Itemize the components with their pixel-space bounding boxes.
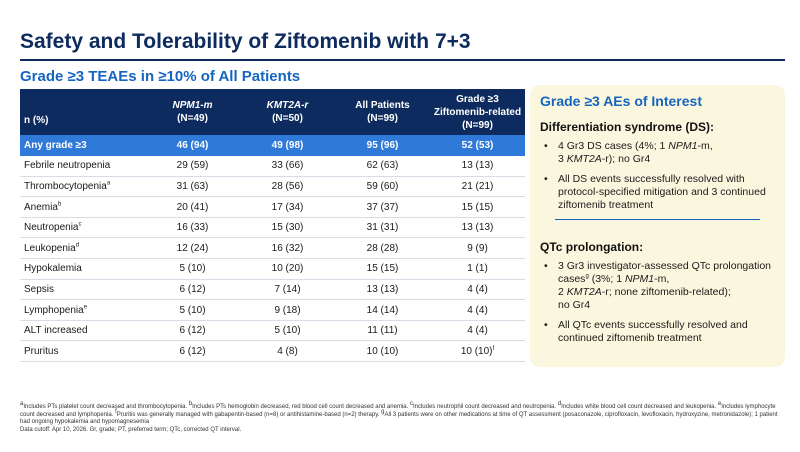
cell-all: 62 (63) <box>335 155 430 177</box>
cell-ae: Neutropeniac <box>20 217 145 239</box>
cell-npm1: 6 (12) <box>145 320 240 342</box>
ds-bullet-2: All DS events successfully resolved with… <box>540 173 775 212</box>
cell-kmt2a: 10 (20) <box>240 258 335 280</box>
table-row: Leukopeniad 12 (24) 16 (32) 28 (28) 9 (9) <box>20 237 525 260</box>
cell-kmt2a: 7 (14) <box>240 279 335 301</box>
cell-all: 59 (60) <box>335 176 430 198</box>
teae-table: n (%) NPM1-m (N=49) KMT2A-r (N=50) All Pat… <box>20 89 525 363</box>
cell-npm1: 31 (63) <box>145 176 240 198</box>
cell-ae: Anemiab <box>20 196 145 218</box>
header-npm1: NPM1-m (N=49) <box>145 89 240 135</box>
table-row: ALT increased 6 (12) 5 (10) 11 (11) 4 (4) <box>20 320 525 342</box>
footnote-line-1: aIncludes PTs platelet count decreased a… <box>20 401 778 426</box>
footnote-line-2: Data cutoff: Apr 10, 2026. Gr, grade; PT… <box>20 426 242 433</box>
table-row: Sepsis 6 (12) 7 (14) 13 (13) 4 (4) <box>20 279 525 301</box>
cell-related: 4 (4) <box>430 320 525 342</box>
cell-all: 13 (13) <box>335 279 430 301</box>
cell-kmt2a: 49 (98) <box>240 135 335 156</box>
cell-related: 52 (53) <box>430 135 525 156</box>
cell-all: 14 (14) <box>335 299 430 321</box>
cell-npm1: 16 (33) <box>145 217 240 239</box>
qtc-bullet-2: All QTc events successfully resolved and… <box>540 319 775 345</box>
cell-kmt2a: 33 (66) <box>240 155 335 177</box>
cell-ae: ALT increased <box>20 320 145 342</box>
cell-kmt2a: 15 (30) <box>240 217 335 239</box>
table-row: Hypokalemia 5 (10) 10 (20) 15 (15) 1 (1) <box>20 258 525 280</box>
table-row: Neutropeniac 16 (33) 15 (30) 31 (31) 13 (13) <box>20 217 525 239</box>
ds-heading: Differentiation syndrome (DS): <box>540 120 715 134</box>
cell-related: 4 (4) <box>430 279 525 301</box>
table-row-any-grade: Any grade ≥3 46 (94) 49 (98) 95 (96) 52 (53) <box>20 135 525 156</box>
table-header-row: n (%) NPM1-m (N=49) KMT2A-r (N=50) All Pat… <box>20 89 525 135</box>
cell-all: 31 (31) <box>335 217 430 239</box>
cell-npm1: 6 (12) <box>145 279 240 301</box>
ds-list: 4 Gr3 DS cases (4%; 1 NPM1-m,3 KMT2A-r);… <box>540 140 775 212</box>
cell-related: 21 (21) <box>430 176 525 198</box>
cell-all: 10 (10) <box>335 340 430 363</box>
cell-npm1: 29 (59) <box>145 155 240 177</box>
cell-kmt2a: 17 (34) <box>240 196 335 218</box>
cell-npm1: 5 (10) <box>145 299 240 321</box>
cell-npm1: 6 (12) <box>145 340 240 363</box>
ds-bullet-1: 4 Gr3 DS cases (4%; 1 NPM1-m,3 KMT2A-r);… <box>540 140 775 166</box>
cell-kmt2a: 5 (10) <box>240 320 335 342</box>
cell-all: 37 (37) <box>335 196 430 218</box>
cell-ae: Leukopeniad <box>20 237 145 260</box>
slide-title: Safety and Tolerability of Ziftomenib wi… <box>20 30 471 53</box>
table-subtitle: Grade ≥3 TEAEs in ≥10% of All Patients <box>20 68 301 85</box>
footnotes: aIncludes PTs platelet count decreased a… <box>20 401 780 434</box>
cell-all: 11 (11) <box>335 320 430 342</box>
cell-npm1: 46 (94) <box>145 135 240 156</box>
table-row: Febrile neutropenia 29 (59) 33 (66) 62 (63)… <box>20 155 525 177</box>
cell-ae: Thrombocytopeniaa <box>20 176 145 198</box>
cell-related: 15 (15) <box>430 196 525 218</box>
aoi-divider <box>555 219 760 220</box>
cell-related: 10 (10)f <box>430 340 525 363</box>
cell-related: 4 (4) <box>430 299 525 321</box>
cell-ae: Sepsis <box>20 279 145 301</box>
cell-npm1: 12 (24) <box>145 237 240 260</box>
cell-ae: Pruritus <box>20 340 145 363</box>
qtc-list: 3 Gr3 investigator-assessed QTc prolonga… <box>540 260 775 345</box>
cell-related: 13 (13) <box>430 217 525 239</box>
cell-kmt2a: 9 (18) <box>240 299 335 321</box>
title-divider <box>20 59 785 61</box>
cell-npm1: 5 (10) <box>145 258 240 280</box>
aes-of-interest-panel: Grade ≥3 AEs of Interest Differentiation… <box>530 85 785 367</box>
qtc-heading: QTc prolongation: <box>540 240 644 254</box>
table-row: Anemiab 20 (41) 17 (34) 37 (37) 15 (15) <box>20 196 525 218</box>
cell-all: 95 (96) <box>335 135 430 156</box>
cell-kmt2a: 4 (8) <box>240 340 335 363</box>
cell-related: 9 (9) <box>430 237 525 260</box>
cell-ae: Febrile neutropenia <box>20 155 145 177</box>
aoi-title: Grade ≥3 AEs of Interest <box>540 93 702 109</box>
qtc-bullet-1: 3 Gr3 investigator-assessed QTc prolonga… <box>540 260 775 312</box>
cell-kmt2a: 16 (32) <box>240 237 335 260</box>
table-row: Thrombocytopeniaa 31 (63) 28 (56) 59 (60) 21… <box>20 176 525 198</box>
table-row: Pruritus 6 (12) 4 (8) 10 (10) 10 (10)f <box>20 340 525 363</box>
cell-ae: Any grade ≥3 <box>20 135 145 156</box>
cell-related: 1 (1) <box>430 258 525 280</box>
header-all-patients: All Patients (N=99) <box>335 89 430 135</box>
cell-ae: Hypokalemia <box>20 258 145 280</box>
table-row: Lymphopeniae 5 (10) 9 (18) 14 (14) 4 (4) <box>20 299 525 321</box>
cell-kmt2a: 28 (56) <box>240 176 335 198</box>
cell-ae: Lymphopeniae <box>20 299 145 321</box>
header-ziftomenib-related: Grade ≥3 Ziftomenib-related (N=99) <box>430 89 525 135</box>
cell-all: 28 (28) <box>335 237 430 260</box>
cell-npm1: 20 (41) <box>145 196 240 218</box>
header-n-percent: n (%) <box>20 89 145 135</box>
header-kmt2a: KMT2A-r (N=50) <box>240 89 335 135</box>
cell-related: 13 (13) <box>430 155 525 177</box>
cell-all: 15 (15) <box>335 258 430 280</box>
